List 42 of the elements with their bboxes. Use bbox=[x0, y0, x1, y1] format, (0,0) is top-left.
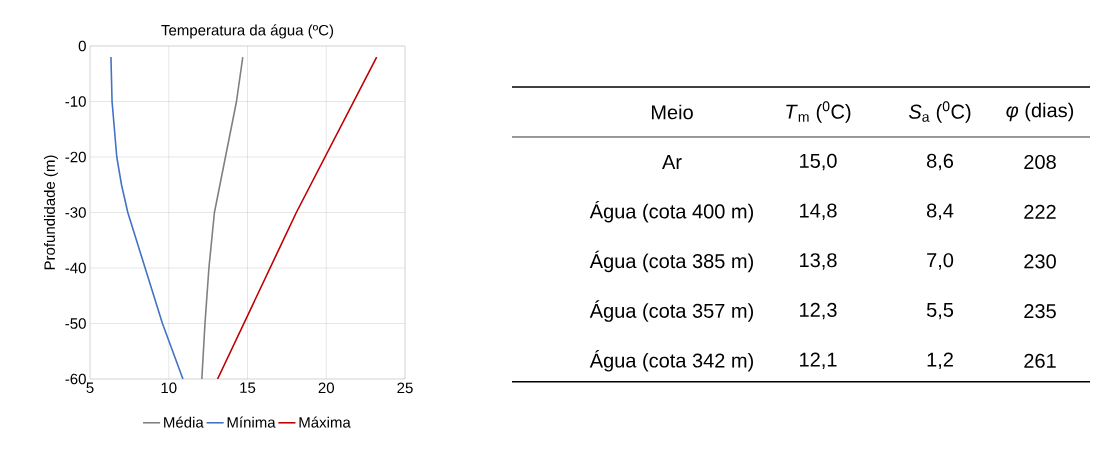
legend-label: Máxima bbox=[299, 416, 351, 428]
category-label: S$_{a}$ ($^{0}$C) bbox=[908, 101, 971, 123]
text: 14,8 bbox=[800, 203, 837, 220]
legend-label: Mínima bbox=[227, 416, 276, 428]
chart-title: Temperatura da água (ºC) bbox=[161, 24, 334, 39]
text: 12,1 bbox=[800, 352, 837, 370]
text: 261 bbox=[1024, 353, 1056, 368]
line-series bbox=[110, 56, 184, 379]
y-tick-label: -10 bbox=[65, 96, 86, 107]
y-tick-label: 0 bbox=[78, 40, 86, 52]
text: Água (cota 357 m) bbox=[589, 300, 754, 322]
text: 5,5 bbox=[926, 302, 954, 320]
text: 235 bbox=[1024, 304, 1056, 319]
y-tick-label: -30 bbox=[65, 207, 86, 218]
y-axis-title: Profundidade (m) bbox=[43, 155, 58, 270]
category-label: φ (dias) bbox=[1006, 102, 1074, 122]
legend-label: Média bbox=[164, 416, 204, 428]
text: 8,6 bbox=[926, 153, 954, 171]
text: 230 bbox=[1024, 254, 1056, 269]
text: Água (cota 385 m) bbox=[589, 250, 754, 273]
y-tick-label: -60 bbox=[65, 373, 86, 385]
text: 8,4 bbox=[926, 203, 954, 220]
text: Água (cota 400 m) bbox=[589, 200, 754, 223]
text: Ar bbox=[662, 155, 682, 169]
text: 1,2 bbox=[927, 352, 953, 370]
x-tick-label: 20 bbox=[318, 382, 334, 394]
y-tick-label: -50 bbox=[65, 318, 86, 329]
x-tick-label: 15 bbox=[240, 382, 256, 393]
text: 7,0 bbox=[927, 253, 954, 270]
y-tick-label: -20 bbox=[65, 151, 86, 163]
category-label: Meio bbox=[651, 104, 693, 120]
text: Água (cota 342 m) bbox=[589, 350, 754, 372]
text: 12,3 bbox=[800, 302, 837, 320]
x-tick-label: 10 bbox=[161, 382, 177, 394]
text: 13,8 bbox=[800, 253, 837, 270]
text: 222 bbox=[1024, 204, 1056, 219]
x-tick-label: 25 bbox=[397, 382, 413, 394]
y-tick-label: -40 bbox=[65, 262, 86, 274]
text: 208 bbox=[1024, 154, 1056, 170]
text: 15,0 bbox=[800, 153, 837, 171]
category-label: T$_{m}$ ($^{0}$C) bbox=[786, 101, 851, 123]
x-tick-label: 5 bbox=[86, 382, 94, 393]
